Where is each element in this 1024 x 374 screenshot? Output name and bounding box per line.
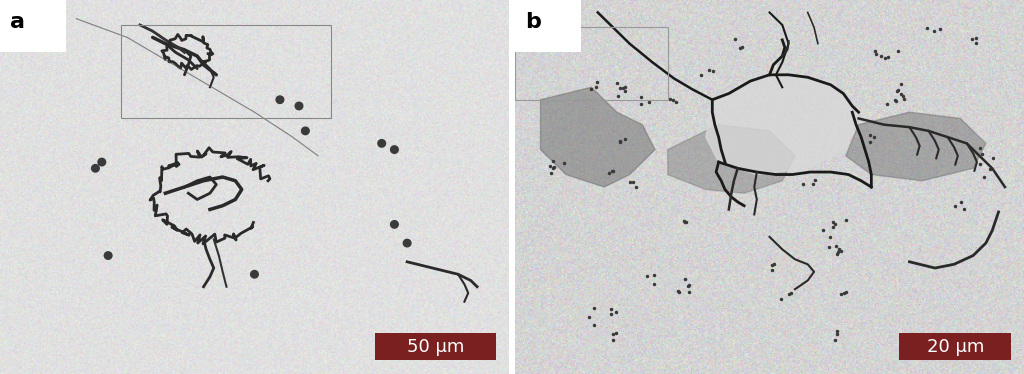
Polygon shape: [846, 112, 986, 181]
Circle shape: [91, 165, 99, 172]
Text: b: b: [525, 12, 541, 33]
Circle shape: [104, 252, 112, 259]
Circle shape: [390, 146, 398, 153]
Circle shape: [98, 158, 105, 166]
Circle shape: [301, 127, 309, 135]
FancyBboxPatch shape: [0, 0, 67, 52]
Text: 20 μm: 20 μm: [927, 338, 984, 356]
Text: a: a: [10, 12, 26, 33]
Polygon shape: [706, 75, 858, 175]
Circle shape: [378, 140, 385, 147]
Circle shape: [403, 239, 411, 247]
FancyBboxPatch shape: [515, 0, 582, 52]
Polygon shape: [541, 87, 655, 187]
Bar: [121, 25, 331, 119]
FancyBboxPatch shape: [899, 333, 1012, 360]
Bar: [515, 27, 668, 100]
Circle shape: [251, 270, 258, 278]
Text: 50 μm: 50 μm: [408, 338, 465, 356]
Circle shape: [276, 96, 284, 104]
Circle shape: [390, 221, 398, 228]
Polygon shape: [668, 125, 795, 193]
FancyBboxPatch shape: [376, 333, 497, 360]
Circle shape: [295, 102, 303, 110]
